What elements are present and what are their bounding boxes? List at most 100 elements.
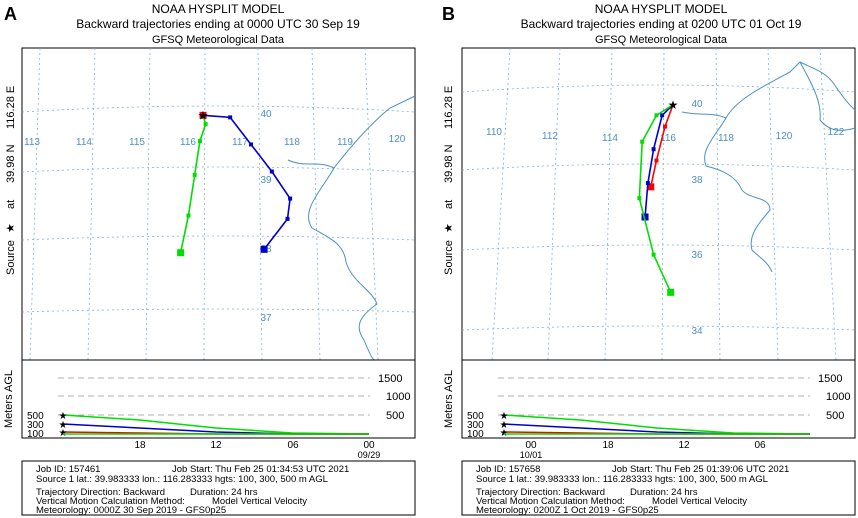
panel-a-graticule [21,47,416,361]
panel-a-lat-label-40: 40 [260,109,272,120]
panel-a-lon-line-113 [29,47,41,361]
panel-b-ytick-500: 500 [826,410,844,422]
panel-b-height-yticks: 1500 1000 500 [818,373,850,422]
trajectory-marker [177,249,185,257]
panel-a-side-star: ★ [5,223,17,233]
trajectory-marker [197,139,202,144]
panel-a-lon-label-115: 115 [129,137,145,148]
panel-b-lat-label-40: 40 [691,99,703,110]
panel-b-lon-label-114: 114 [602,133,618,144]
panel-b-lon-label-118: 118 [718,133,734,144]
panel-a-ytick-1000: 1000 [386,391,410,403]
panel-b-height-ylabel-wrap: Meters AGL [443,370,455,428]
panel-a-lat-line-40 [21,105,416,113]
panel-b-height-ylabel: Meters AGL [443,370,455,428]
panel-a-lon-line-119 [364,47,379,361]
panel-b-height-frame [461,359,856,439]
panel-b-lon-label-110: 110 [486,127,502,138]
panel-a-time-12: 12 [210,440,222,451]
panel-b-date-label: 10/01 [520,450,543,460]
panel-b-time-18: 18 [602,440,614,451]
panel-b-lon-line-120 [767,47,779,361]
panel-b-trajectories: ★ [637,98,678,296]
panel-b-data-source: GFSQ Meteorological Data [595,34,728,46]
panel-a-coastline [287,95,416,361]
panel-b-lon-line-116 [661,47,665,361]
panel-a-lon-label-120: 120 [389,134,406,145]
panel-b-job-start: Job Start: Thu Feb 25 01:39:06 UTC 2021 [612,464,789,475]
panel-b-title: NOAA HYSPLIT MODEL [595,2,728,16]
panel-b-graticule [461,47,856,361]
panel-b-side-star: ★ [443,223,455,233]
panel-a-height-frame [21,359,416,439]
panel-a-lon-label-116: 116 [180,137,196,148]
panel-b-lat-label-34: 34 [691,326,703,337]
panel-b-ytick-1000: 1000 [826,391,850,403]
panel-a-direction: Trajectory Direction: Backward [36,487,165,498]
panel-b-side-label: Source ★ at 39.98 N 116.28 E [443,86,455,275]
panel-a-lat-label-39: 39 [260,175,272,186]
panel-a-duration: Duration: 24 hrs [190,487,258,498]
panel-b-meteorology: Meteorology: 0200Z 1 Oct 2019 - GFS0p25 [476,505,659,516]
panel-a-lon-label-113: 113 [24,137,40,148]
panel-b-side-lat: 39.98 N [443,144,455,183]
trajectory-line-3 [638,104,674,293]
panel-b-src-h-100: 100 [467,429,484,440]
panel-a-date-label: 09/29 [358,450,381,460]
panel-a-time-00: 00 [363,440,375,451]
panel-a-ytick-1500: 1500 [378,373,402,385]
panel-a-meteorology: Meteorology: 0000Z 30 Sep 2019 - GFS0p25 [36,505,226,516]
panel-b-lat-line-36 [461,244,856,251]
panel-a-side-lat: 39.98 N [5,144,17,183]
panel-b-lon-line-110 [491,47,511,361]
panel-b-ytick-1500: 1500 [818,373,842,385]
trajectory-marker [651,147,656,152]
panel-b-lon-label-122: 122 [828,127,845,138]
panel-b-lat-line-38 [461,163,856,171]
panel-b-src-h-500: 500 [467,411,484,422]
panel-a-vertical-method: Vertical Motion Calculation Method: [36,496,185,507]
panel-a-vertical-value: Model Vertical Velocity [212,496,307,507]
panel-a-subtitle: Backward trajectories ending at 0000 UTC… [76,17,360,31]
panel-a-src-h-500: 500 [27,411,44,422]
panel-a-info-box [21,460,416,516]
panel-b-time-06: 06 [754,440,766,451]
panel-a-info: Job ID: 157461 Job Start: Thu Feb 25 01:… [36,464,349,516]
panel-a-lon-label-118: 118 [284,137,300,148]
panel-a-lon-line-118 [311,47,321,361]
panel-a-height-gridlines [58,377,370,416]
panel-a-source-line: Source 1 lat.: 39.983333 lon.: 116.28333… [36,474,328,485]
panel-a-job-start: Job Start: Thu Feb 25 01:34:53 UTC 2021 [172,464,349,475]
panel-a-height-ylabel-wrap: Meters AGL [3,370,15,428]
panel-b-lon-label-120: 120 [776,131,793,142]
panel-b-side-source: Source [443,240,455,275]
panel-a-lon-line-117 [257,47,263,361]
panel-b-duration: Duration: 24 hrs [630,487,698,498]
trajectory-marker [640,139,645,144]
panel-a-lon-line-114 [87,47,96,361]
panel-b-src-h-300: 300 [467,420,484,431]
panel-b-info: Job ID: 157658 Job Start: Thu Feb 25 01:… [476,464,789,516]
panel-a: A NOAA HYSPLIT MODEL Backward trajectori… [3,2,416,516]
trajectory-marker [645,181,650,186]
panel-a-side-lon: 116.28 E [5,86,17,129]
panel-b-lat-label-38: 38 [691,175,703,186]
panel-a-src-h-100: 100 [27,429,44,440]
panel-b-source-heights: 500 300 100 [467,411,484,440]
trajectory-marker [203,122,208,127]
panel-b-side-at: at [443,200,455,209]
trajectory-marker [269,169,274,174]
panel-b-time-00: 00 [525,440,537,451]
source-star-icon: ★ [198,108,209,122]
panel-b-height-gridlines [498,377,810,416]
trajectory-marker [654,113,659,118]
trajectory-marker [663,124,667,129]
panel-b-lat-label-36: 36 [691,250,703,261]
panel-a-source-heights: 500 300 100 [27,411,44,440]
panel-b-vertical-method: Vertical Motion Calculation Method: [476,496,625,507]
panel-b-lon-line-114 [604,47,613,361]
trajectory-marker [249,142,253,147]
panel-a-trajectories: ★ [177,108,293,257]
panel-a-time-labels: 18 12 06 00 09/29 [134,440,380,460]
